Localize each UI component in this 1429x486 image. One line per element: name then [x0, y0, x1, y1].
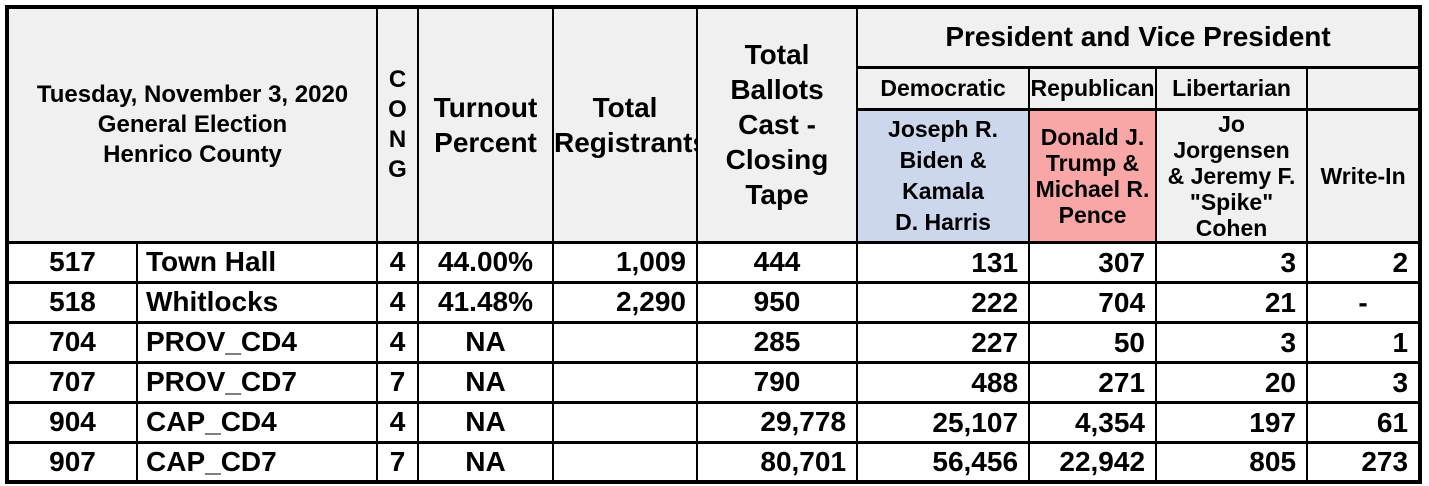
total-registrants-cell — [552, 360, 699, 404]
candidate-header-trump-pence: Donald J. Trump & Michael R. Pence — [1028, 107, 1158, 244]
total-registrants-cell: 1,009 — [552, 240, 699, 284]
total-registrants-cell — [552, 440, 699, 484]
libertarian-votes-cell: 197 — [1155, 400, 1309, 444]
democratic-votes-cell: 227 — [856, 320, 1031, 364]
turnout-percent-cell: NA — [417, 400, 555, 444]
candidate-header-jorgensen-cohen: Jo Jorgensen & Jeremy F. "Spike" Cohen — [1155, 107, 1309, 244]
election-results-table: Tuesday, November 3, 2020 General Electi… — [5, 5, 1423, 484]
precinct-id-cell: 517 — [6, 240, 138, 284]
contest-header: President and Vice President — [856, 5, 1422, 69]
precinct-id-cell: 907 — [6, 440, 138, 484]
write-in-votes-cell: 61 — [1306, 400, 1422, 444]
total-ballots-cell: 950 — [696, 280, 859, 324]
cong-district-cell: 4 — [376, 400, 420, 444]
table-header: Tuesday, November 3, 2020 General Electi… — [5, 5, 1422, 244]
party-header-libertarian: Libertarian — [1155, 65, 1309, 111]
total-ballots-cell: 29,778 — [696, 400, 859, 444]
republican-votes-cell: 704 — [1028, 280, 1158, 324]
cong-district-cell: 4 — [376, 320, 420, 364]
turnout-percent-cell: 41.48% — [417, 280, 555, 324]
table-row-precinct-518: 518 Whitlocks 4 41.48% 2,290 950 222 704… — [6, 280, 1422, 324]
libertarian-votes-cell: 3 — [1155, 240, 1309, 284]
table-row-precinct-904: 904 CAP_CD4 4 NA 29,778 25,107 4,354 197… — [6, 400, 1422, 444]
libertarian-votes-cell: 805 — [1155, 440, 1309, 484]
libertarian-votes-cell: 21 — [1155, 280, 1309, 324]
precinct-id-cell: 707 — [6, 360, 138, 404]
republican-votes-cell: 271 — [1028, 360, 1158, 404]
turnout-percent-cell: NA — [417, 320, 555, 364]
total-ballots-cell: 444 — [696, 240, 859, 284]
turnout-percent-cell: NA — [417, 360, 555, 404]
precinct-name-cell: CAP_CD4 — [135, 400, 379, 444]
column-header-total-ballots: Total Ballots Cast - Closing Tape — [696, 5, 859, 244]
democratic-votes-cell: 488 — [856, 360, 1031, 404]
precinct-name-cell: PROV_CD4 — [135, 320, 379, 364]
total-ballots-cell: 285 — [696, 320, 859, 364]
democratic-votes-cell: 222 — [856, 280, 1031, 324]
precinct-name-cell: Whitlocks — [135, 280, 379, 324]
turnout-percent-cell: NA — [417, 440, 555, 484]
write-in-votes-cell: - — [1306, 280, 1422, 324]
democratic-votes-cell: 131 — [856, 240, 1031, 284]
precinct-name-cell: PROV_CD7 — [135, 360, 379, 404]
republican-votes-cell: 50 — [1028, 320, 1158, 364]
turnout-percent-cell: 44.00% — [417, 240, 555, 284]
table-row-precinct-704: 704 PROV_CD4 4 NA 285 227 50 3 1 — [6, 320, 1422, 364]
precinct-id-cell: 518 — [6, 280, 138, 324]
republican-votes-cell: 22,942 — [1028, 440, 1158, 484]
column-header-total-registrants: Total Registrants — [552, 5, 699, 244]
column-header-turnout-percent: Turnout Percent — [417, 5, 555, 244]
candidate-header-write-in: Write-In — [1306, 107, 1422, 244]
precinct-id-cell: 904 — [6, 400, 138, 444]
precinct-name-cell: Town Hall — [135, 240, 379, 284]
total-registrants-cell — [552, 320, 699, 364]
libertarian-votes-cell: 20 — [1155, 360, 1309, 404]
write-in-votes-cell: 273 — [1306, 440, 1422, 484]
party-header-democratic: Democratic — [856, 65, 1031, 111]
party-header-republican: Republican — [1028, 65, 1158, 111]
write-in-votes-cell: 2 — [1306, 240, 1422, 284]
write-in-votes-cell: 3 — [1306, 360, 1422, 404]
precinct-name-cell: CAP_CD7 — [135, 440, 379, 484]
democratic-votes-cell: 56,456 — [856, 440, 1031, 484]
precinct-id-cell: 704 — [6, 320, 138, 364]
total-ballots-cell: 790 — [696, 360, 859, 404]
party-header-other — [1306, 65, 1422, 111]
republican-votes-cell: 307 — [1028, 240, 1158, 284]
total-registrants-cell — [552, 400, 699, 444]
democratic-votes-cell: 25,107 — [856, 400, 1031, 444]
republican-votes-cell: 4,354 — [1028, 400, 1158, 444]
cong-district-cell: 4 — [376, 280, 420, 324]
table-row-precinct-707: 707 PROV_CD7 7 NA 790 488 271 20 3 — [6, 360, 1422, 404]
libertarian-votes-cell: 3 — [1155, 320, 1309, 364]
cong-district-cell: 4 — [376, 240, 420, 284]
table-row-precinct-907: 907 CAP_CD7 7 NA 80,701 56,456 22,942 80… — [6, 440, 1422, 484]
total-registrants-cell: 2,290 — [552, 280, 699, 324]
report-title: Tuesday, November 3, 2020 General Electi… — [5, 5, 379, 244]
cong-district-cell: 7 — [376, 360, 420, 404]
write-in-votes-cell: 1 — [1306, 320, 1422, 364]
total-ballots-cell: 80,701 — [696, 440, 859, 484]
table-row-precinct-517: 517 Town Hall 4 44.00% 1,009 444 131 307… — [6, 240, 1422, 284]
column-header-cong: C O N G — [376, 5, 420, 244]
cong-district-cell: 7 — [376, 440, 420, 484]
candidate-header-biden-harris: Joseph R. Biden & Kamala D. Harris — [856, 107, 1031, 244]
table-body: 517 Town Hall 4 44.00% 1,009 444 131 307… — [6, 240, 1422, 484]
